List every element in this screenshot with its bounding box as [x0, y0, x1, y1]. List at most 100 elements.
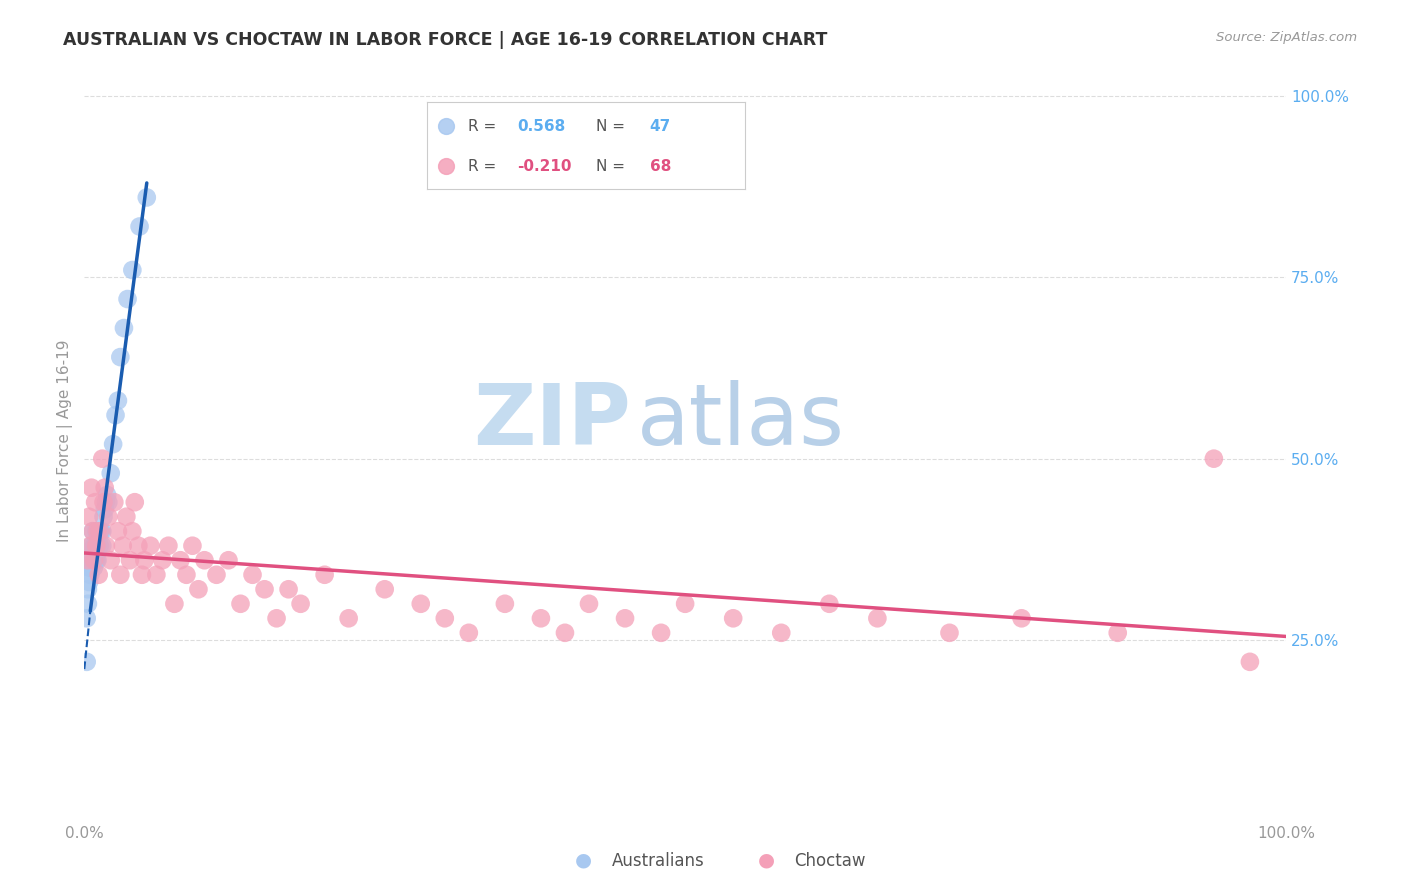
Y-axis label: In Labor Force | Age 16-19: In Labor Force | Age 16-19 — [58, 339, 73, 541]
Point — [80, 560, 103, 574]
Text: Source: ZipAtlas.com: Source: ZipAtlas.com — [1216, 31, 1357, 45]
Point — [107, 393, 129, 408]
Text: Australians: Australians — [612, 852, 704, 870]
Point — [82, 546, 104, 560]
Point — [77, 509, 100, 524]
Point — [91, 524, 114, 539]
Point — [494, 597, 516, 611]
Point — [84, 539, 107, 553]
Point — [97, 509, 120, 524]
Point — [128, 219, 150, 234]
Point — [110, 350, 132, 364]
Point — [87, 524, 110, 539]
Point — [86, 524, 108, 539]
Point — [100, 553, 122, 567]
Point — [131, 567, 153, 582]
Point — [118, 553, 141, 567]
Point — [83, 560, 105, 574]
Point — [77, 597, 100, 611]
Point — [84, 524, 107, 539]
Point — [374, 582, 396, 597]
Point — [101, 437, 124, 451]
Text: ZIP: ZIP — [474, 380, 631, 463]
Point — [290, 597, 312, 611]
Point — [86, 553, 108, 567]
Point — [157, 539, 180, 553]
Point — [818, 597, 841, 611]
Point — [650, 625, 672, 640]
Point — [82, 524, 104, 539]
Point — [673, 597, 696, 611]
Point — [84, 495, 107, 509]
Point — [134, 553, 156, 567]
Point — [205, 567, 228, 582]
Point — [79, 560, 101, 574]
Text: atlas: atlas — [637, 380, 845, 463]
Point — [314, 567, 336, 582]
Point — [1011, 611, 1033, 625]
Point — [614, 611, 637, 625]
Point — [242, 567, 264, 582]
Point — [139, 539, 162, 553]
Point — [110, 567, 132, 582]
Point — [84, 539, 107, 553]
Point — [530, 611, 553, 625]
Point — [97, 495, 120, 509]
Point — [93, 502, 115, 516]
Point — [84, 553, 107, 567]
Point — [266, 611, 288, 625]
Point — [77, 560, 100, 574]
Text: AUSTRALIAN VS CHOCTAW IN LABOR FORCE | AGE 16-19 CORRELATION CHART: AUSTRALIAN VS CHOCTAW IN LABOR FORCE | A… — [63, 31, 828, 49]
Point — [82, 524, 104, 539]
Point — [127, 539, 149, 553]
Point — [115, 509, 138, 524]
Point — [94, 539, 117, 553]
Point — [100, 466, 122, 480]
Point — [83, 553, 105, 567]
Point — [1202, 451, 1225, 466]
Point — [104, 408, 127, 422]
Point — [77, 553, 100, 567]
Point — [76, 611, 98, 625]
Point — [176, 567, 198, 582]
Point — [93, 481, 115, 495]
Point — [866, 611, 889, 625]
Point — [277, 582, 299, 597]
Point — [87, 567, 110, 582]
Point — [79, 567, 101, 582]
Point — [84, 539, 107, 553]
Text: ●: ● — [575, 851, 592, 870]
Point — [82, 553, 104, 567]
Point — [253, 582, 276, 597]
Point — [112, 321, 135, 335]
Text: ●: ● — [758, 851, 775, 870]
Point — [770, 625, 793, 640]
Point — [96, 488, 118, 502]
Point — [457, 625, 479, 640]
Point — [111, 539, 134, 553]
Point — [135, 190, 157, 204]
Point — [554, 625, 576, 640]
Point — [91, 451, 114, 466]
Point — [117, 292, 139, 306]
Point — [77, 574, 100, 589]
Point — [79, 539, 101, 553]
Point — [229, 597, 252, 611]
Point — [91, 539, 114, 553]
Point — [218, 553, 240, 567]
Point — [1239, 655, 1261, 669]
Point — [80, 539, 103, 553]
Point — [107, 524, 129, 539]
Point — [337, 611, 360, 625]
Point — [121, 524, 143, 539]
Point — [169, 553, 191, 567]
Point — [93, 509, 115, 524]
Point — [152, 553, 174, 567]
Point — [187, 582, 209, 597]
Point — [89, 524, 111, 539]
Point — [938, 625, 960, 640]
Point — [90, 524, 112, 539]
Point — [80, 553, 103, 567]
Point — [94, 495, 117, 509]
Point — [83, 546, 105, 560]
